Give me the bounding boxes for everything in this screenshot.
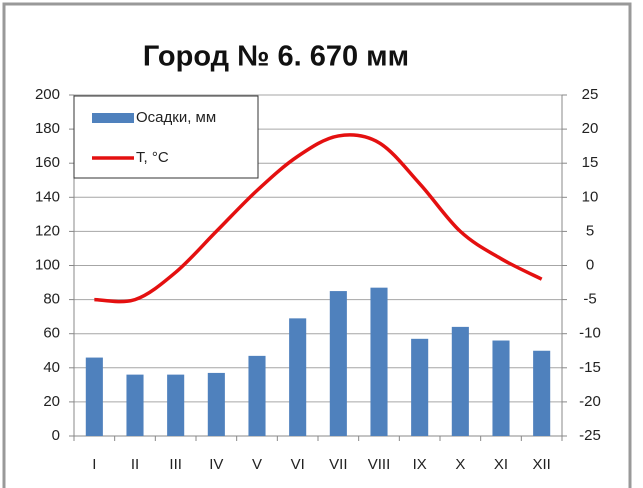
x-tick-label: VII	[329, 456, 347, 473]
y2-tick-label: -20	[579, 393, 601, 410]
x-tick-label: IV	[209, 456, 223, 473]
legend-swatch	[92, 113, 134, 123]
y2-tick-label: 20	[582, 120, 599, 137]
x-tick-label: V	[252, 456, 262, 473]
bar	[451, 326, 469, 436]
x-tick-label: III	[169, 456, 182, 473]
y2-tick-label: -15	[579, 359, 601, 376]
bar	[411, 338, 429, 436]
y-tick-label: 120	[35, 222, 60, 239]
bar	[329, 291, 347, 436]
x-tick-label: I	[92, 456, 96, 473]
x-tick-label: X	[455, 456, 465, 473]
bar	[533, 350, 551, 436]
y2-tick-label: 10	[582, 188, 599, 205]
y-tick-label: 200	[35, 86, 60, 103]
frame	[2, 2, 632, 488]
y-tick-label: 160	[35, 154, 60, 171]
y-tick-label: 100	[35, 256, 60, 273]
legend-box	[73, 95, 259, 179]
bar	[370, 287, 388, 436]
y-tick-label: 20	[43, 393, 60, 410]
bar	[85, 357, 103, 436]
y2-tick-label: -10	[579, 325, 601, 342]
y2-tick-label: 0	[586, 256, 594, 273]
bar	[167, 374, 185, 436]
y2-tick-label: 25	[582, 86, 599, 103]
bar	[248, 355, 266, 436]
y2-tick-label: -25	[579, 427, 601, 444]
y-tick-label: 180	[35, 120, 60, 137]
x-tick-label: XI	[494, 456, 508, 473]
legend-label: Осадки, мм	[136, 109, 216, 126]
x-tick-label: IX	[413, 456, 427, 473]
y2-tick-label: 5	[586, 222, 594, 239]
chart-title: Город № 6. 670 мм	[143, 41, 409, 73]
line	[94, 133, 543, 304]
x-tick-label: XII	[532, 456, 550, 473]
x-tick-label: II	[131, 456, 139, 473]
bar	[126, 374, 144, 436]
y2-tick-label: 15	[582, 154, 599, 171]
y2-tick-label: -5	[583, 291, 596, 308]
y-tick-label: 40	[43, 359, 60, 376]
y-tick-label: 80	[43, 291, 60, 308]
bar	[207, 372, 225, 436]
bar	[289, 318, 307, 436]
legend-label: T, °C	[136, 149, 169, 166]
y-tick-label: 140	[35, 188, 60, 205]
y-tick-label: 60	[43, 325, 60, 342]
bar	[492, 340, 510, 436]
y-tick-label: 0	[52, 427, 60, 444]
x-tick-label: VI	[291, 456, 305, 473]
x-tick-label: VIII	[368, 456, 391, 473]
